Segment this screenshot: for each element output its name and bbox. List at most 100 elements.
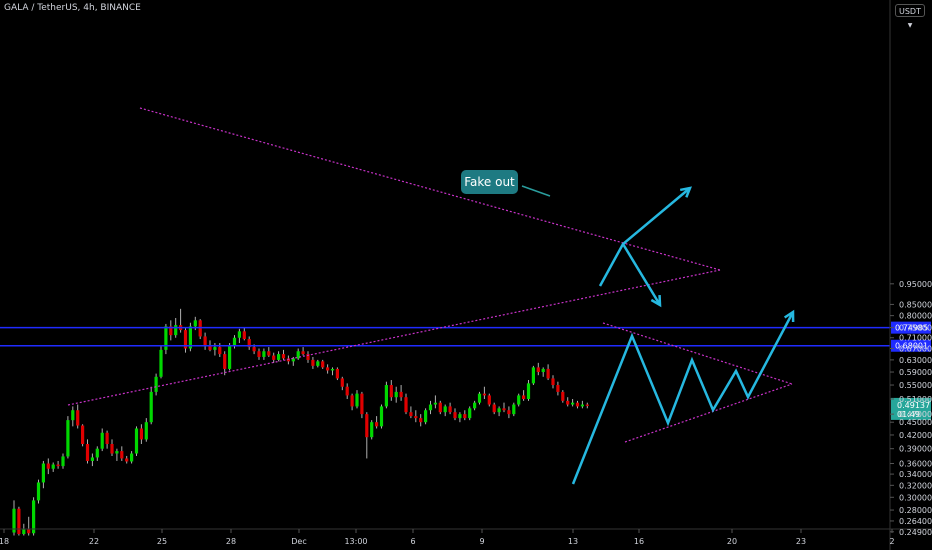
- candle-body: [247, 339, 251, 348]
- price-axis[interactable]: 0.95000 0.85000 0.80000 0.750000.710000.670…: [890, 280, 932, 537]
- candle-body: [394, 391, 398, 398]
- time-axis[interactable]: 18 22 25 28 Dec 13:00 6 9 13 16 20 23 2: [0, 529, 895, 546]
- candle-body: [350, 395, 354, 407]
- projection-path: [621, 243, 662, 306]
- candle-body: [267, 351, 271, 356]
- candle-body: [188, 326, 192, 349]
- price-tick-label: 0.24900: [899, 528, 932, 537]
- candle-body: [46, 463, 50, 469]
- candle-body: [536, 367, 540, 373]
- time-tick-label: 18: [0, 537, 9, 546]
- price-tick-label: 0.34000: [899, 470, 932, 479]
- candle-body: [419, 418, 423, 423]
- candle-body: [169, 326, 173, 336]
- level-price-label: 0.68001: [895, 342, 928, 351]
- candle-body: [541, 368, 545, 373]
- projection-path: [598, 187, 691, 287]
- candle-body: [345, 386, 349, 396]
- candle-body: [571, 402, 575, 405]
- candle-body: [232, 337, 237, 346]
- candle-body: [321, 361, 325, 368]
- time-tick-label: 22: [89, 537, 99, 546]
- candle-body: [517, 395, 521, 405]
- candle-body: [281, 354, 286, 359]
- time-tick-label: 6: [410, 537, 415, 546]
- candle-body: [575, 402, 580, 407]
- projection-arrowhead: [679, 186, 693, 198]
- annotation-bubble: [461, 170, 518, 194]
- candle-body: [262, 351, 266, 357]
- candle-body: [56, 464, 60, 467]
- candle-body: [27, 529, 31, 534]
- currency-selector[interactable]: USDT ▼: [895, 4, 925, 29]
- candle-body: [41, 463, 45, 483]
- time-tick-label: 28: [226, 537, 236, 546]
- candle-body: [453, 412, 457, 419]
- price-tick-label: 0.75000: [899, 324, 932, 333]
- candle-body: [566, 400, 570, 405]
- candle-body: [159, 349, 163, 377]
- candle-body: [183, 330, 188, 349]
- candle-body: [316, 361, 320, 366]
- candle-body: [551, 378, 555, 386]
- candle-body: [522, 395, 526, 400]
- candle-body: [428, 404, 433, 411]
- candle-body: [561, 391, 565, 401]
- level-price-tag: [891, 321, 931, 334]
- candle-body: [497, 408, 501, 413]
- candle-body: [370, 422, 374, 438]
- countdown-label: 01:49: [897, 410, 920, 419]
- candle-body: [433, 402, 437, 405]
- zigzag-arrowhead: [783, 309, 795, 323]
- candle-body: [203, 336, 207, 346]
- candle-body: [463, 414, 467, 419]
- time-tick-label: 25: [157, 537, 167, 546]
- candle-body: [22, 529, 26, 535]
- price-tick-label: 0.85000: [899, 300, 932, 309]
- candle-body: [36, 482, 41, 501]
- candle-body: [32, 500, 36, 534]
- candle-body: [546, 368, 550, 379]
- candle-body: [448, 406, 452, 413]
- candle-body: [365, 414, 369, 438]
- candle-body: [384, 385, 388, 407]
- candle-body: [531, 367, 535, 384]
- candle-body: [424, 410, 428, 423]
- candle-body: [296, 351, 300, 359]
- candle-body: [301, 351, 305, 355]
- candle-body: [100, 432, 104, 449]
- currency-label: USDT: [899, 7, 921, 16]
- candles-layer: [12, 308, 589, 536]
- candle-body: [120, 451, 124, 459]
- candle-body: [507, 410, 511, 415]
- candle-body: [379, 406, 384, 427]
- candle-body: [237, 331, 241, 338]
- candle-body: [174, 325, 178, 336]
- candle-body: [375, 422, 379, 427]
- price-tick-label: 0.32000: [899, 481, 932, 490]
- annotation-layer: Fake out: [461, 170, 551, 197]
- candle-body: [85, 444, 90, 461]
- candle-body: [144, 422, 148, 440]
- candle-body: [130, 453, 134, 462]
- time-tick-label: 23: [796, 537, 806, 546]
- candle-body: [404, 397, 408, 413]
- candle-body: [149, 391, 153, 423]
- price-tick-label: 0.30000: [899, 493, 932, 502]
- candle-body: [257, 351, 261, 357]
- candle-body: [477, 393, 482, 403]
- last-price-tag: [891, 397, 931, 420]
- candle-body: [330, 368, 335, 371]
- candle-body: [213, 347, 217, 350]
- candle-body: [512, 404, 516, 415]
- candle-body: [340, 378, 344, 387]
- projected-lower-trendline: [624, 383, 793, 443]
- candle-body: [335, 368, 339, 379]
- candle-body: [164, 326, 168, 350]
- annotation-pointer: [521, 185, 551, 197]
- time-tick-label: 13: [568, 537, 578, 546]
- candle-body: [193, 320, 197, 327]
- price-tick-label: 0.42000: [899, 431, 932, 440]
